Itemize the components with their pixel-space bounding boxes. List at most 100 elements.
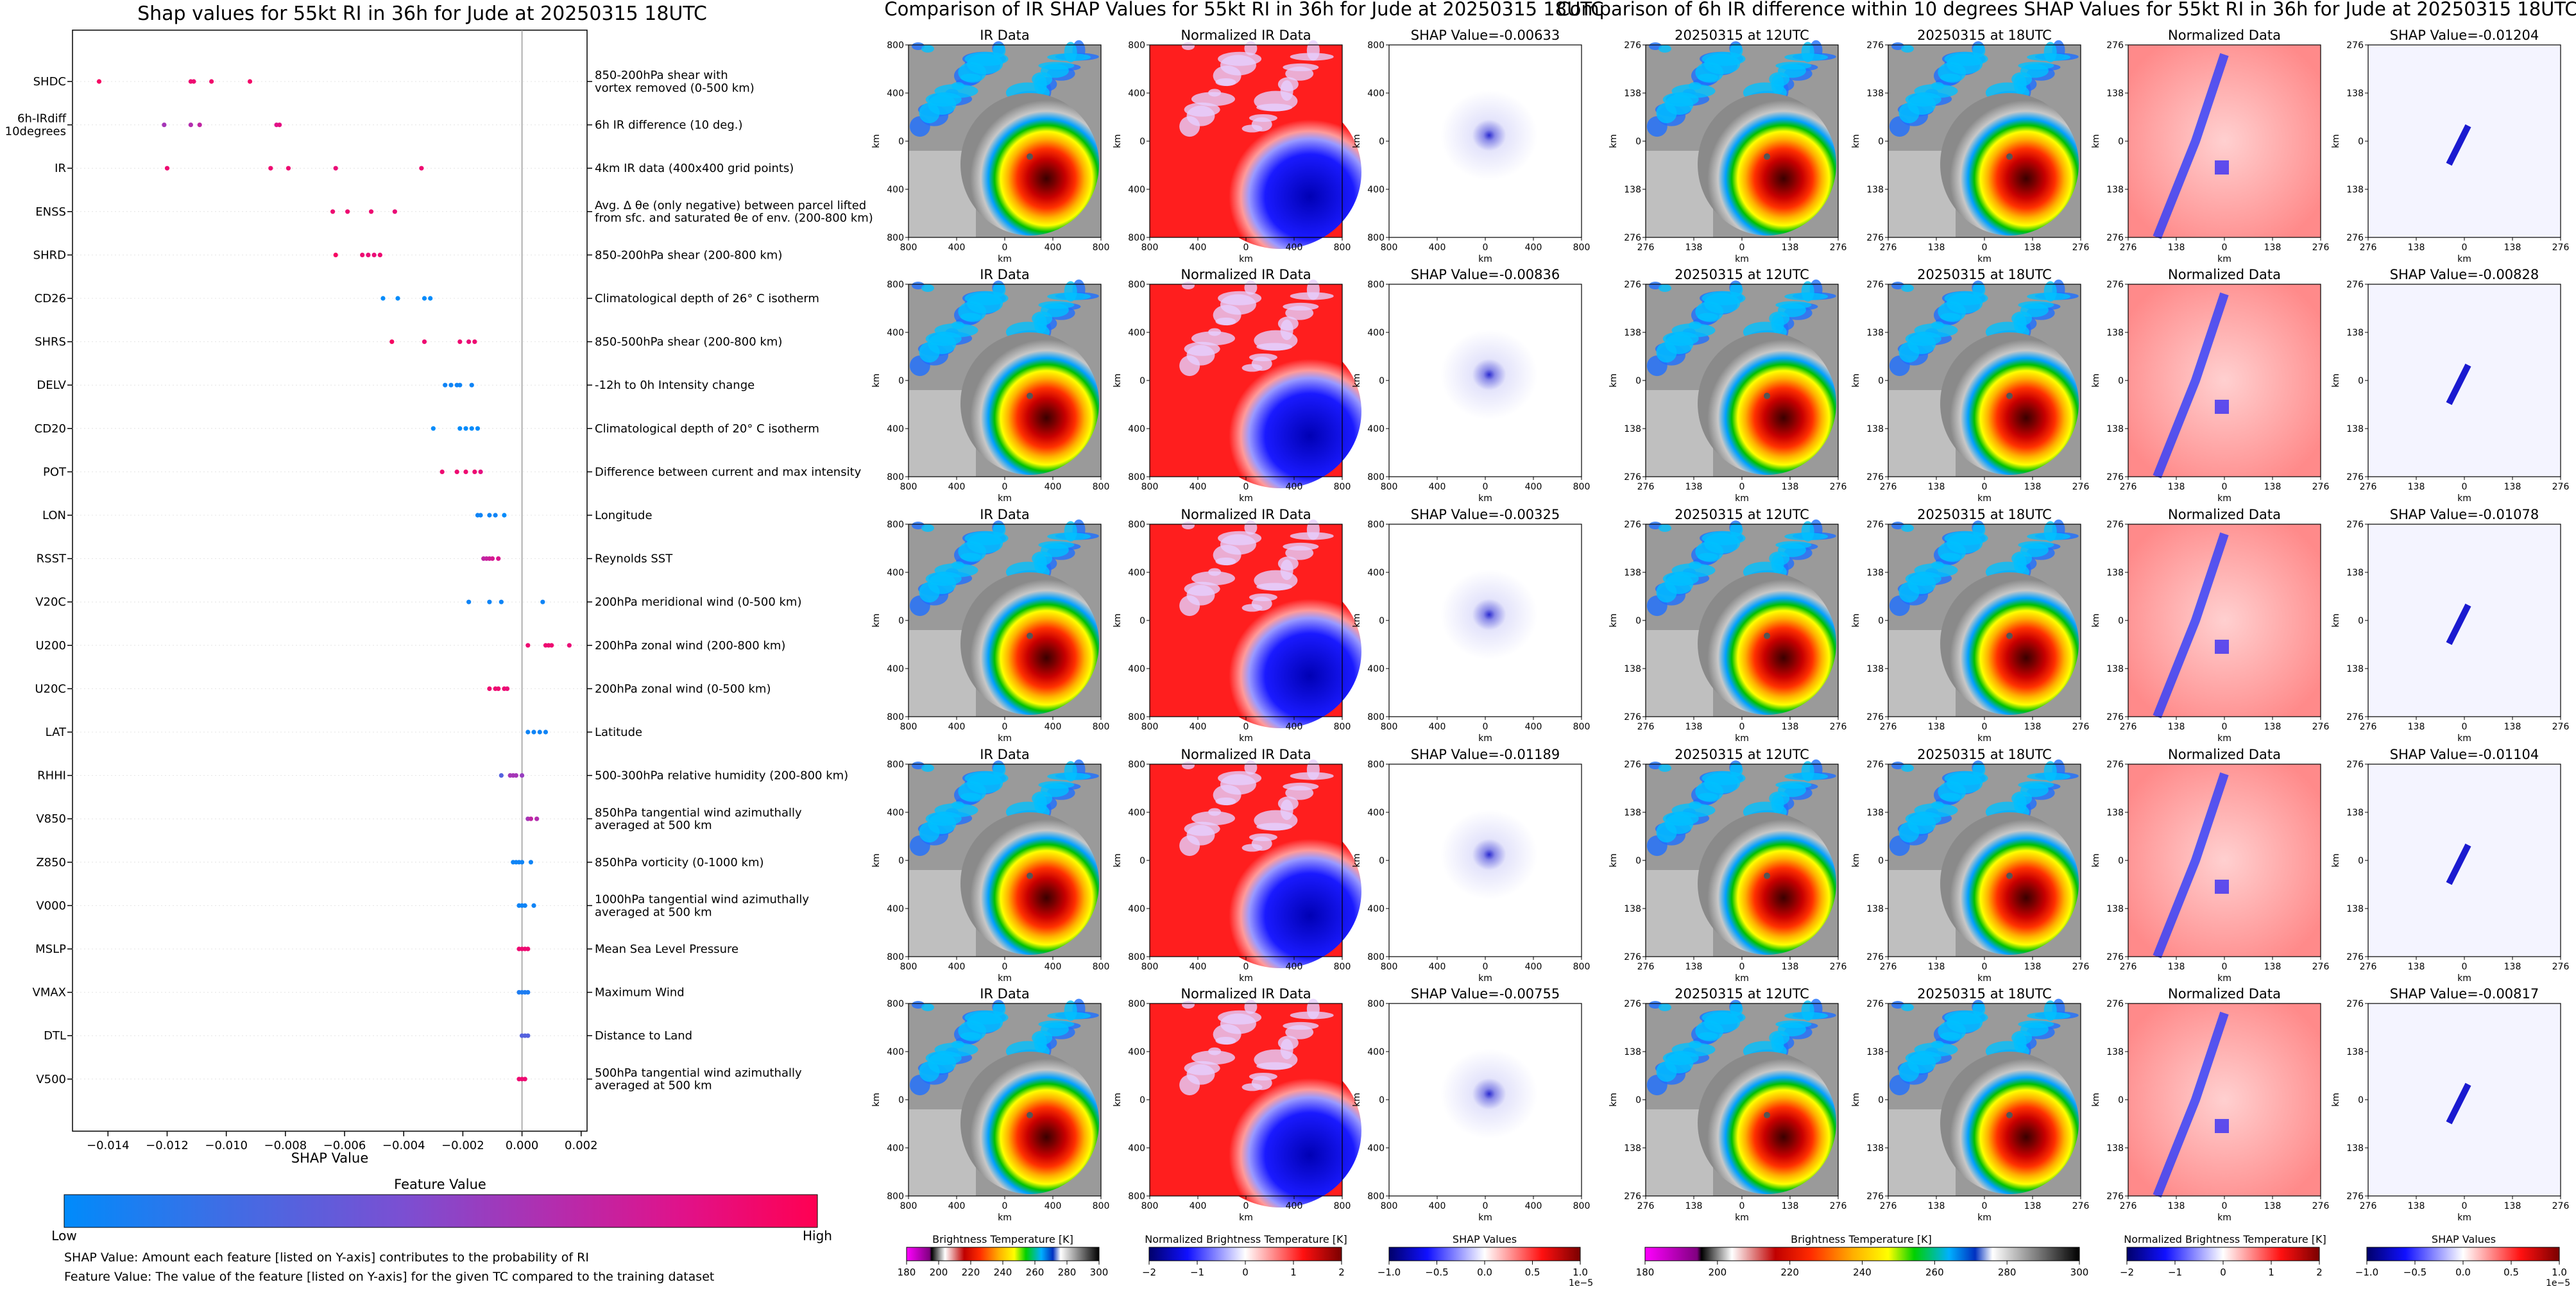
cloud-blob <box>1179 355 1200 377</box>
y-axis-unit: km <box>1851 613 1861 627</box>
y-axis-unit: km <box>1352 613 1362 627</box>
cloud-blob <box>1801 42 1814 63</box>
x-tick-label: 276 <box>2120 722 2137 732</box>
x-tick-label: 276 <box>1637 243 1655 253</box>
x-axis-unit: km <box>2217 1213 2231 1223</box>
cloud-blob <box>1689 561 1702 569</box>
norm-right-tick-label: 2 <box>2316 1267 2323 1278</box>
y-tick-label: 400 <box>1367 1047 1385 1057</box>
panel-title: Normalized IR Data <box>1181 507 1311 522</box>
x-tick-label: 400 <box>948 722 966 732</box>
cloud-blob <box>2018 1020 2054 1029</box>
storm-cloud <box>1698 93 1836 235</box>
panel-title: 20250315 at 18UTC <box>1917 747 2052 762</box>
shap-point <box>543 730 549 735</box>
y-tick-label: 276 <box>2346 712 2364 722</box>
x-tick-label: 138 <box>2504 482 2521 492</box>
panel-title: 20250315 at 18UTC <box>1917 986 2052 1002</box>
cloud-blob <box>1775 62 1812 70</box>
y-tick-label: 400 <box>1367 328 1385 338</box>
storm-eye <box>1764 393 1770 399</box>
x-axis-unit: km <box>1239 493 1253 504</box>
y-tick-label: 276 <box>1866 40 1884 51</box>
feature-description: 500-300hPa relative humidity (200-800 km… <box>595 769 848 783</box>
y-tick-label: 138 <box>2346 808 2364 818</box>
cloud-blob <box>1656 582 1677 603</box>
y-tick-label: 138 <box>2106 185 2124 195</box>
x-tick-label: 0 <box>2222 243 2228 253</box>
cloud-blob <box>1801 521 1814 542</box>
shap-point <box>525 730 531 735</box>
x-tick-label: 400 <box>948 243 966 253</box>
cloud-blob <box>1898 822 1920 843</box>
storm-eye <box>1764 153 1770 160</box>
cloud-blob <box>1898 342 1920 363</box>
storm-eye <box>1027 153 1033 160</box>
y-tick-label: 0 <box>1379 616 1385 626</box>
y-tick-label: 276 <box>2106 233 2124 243</box>
y-tick-label: 138 <box>1866 89 1884 99</box>
y-tick-label: 138 <box>2106 328 2124 338</box>
y-tick-label: 276 <box>1624 40 1641 51</box>
cloud-blob <box>1283 63 1319 71</box>
feature-description-line: 500hPa tangential wind azimuthally <box>595 1066 802 1080</box>
shap-point <box>522 1077 527 1082</box>
shap-point <box>504 686 510 691</box>
x-tick-label: 400 <box>1190 722 1207 732</box>
middle-title: Comparison of IR SHAP Values for 55kt RI… <box>884 0 1603 20</box>
cloud-blob <box>921 524 934 532</box>
shap-point <box>457 426 463 431</box>
y-tick-label: 800 <box>1367 1191 1385 1202</box>
shap-point <box>395 296 400 301</box>
cloud-blob <box>1905 812 1941 826</box>
y-axis-unit: km <box>1113 613 1123 627</box>
panel-title: 20250315 at 12UTC <box>1675 28 1809 43</box>
y-tick-label: 138 <box>2346 568 2364 578</box>
cloud-blob <box>1659 1003 1671 1011</box>
x-tick-label: 800 <box>1093 482 1110 492</box>
cloud-blob <box>1891 762 1904 769</box>
cloud-blob <box>1689 81 1702 90</box>
y-tick-label: 276 <box>2106 1191 2124 1202</box>
storm-eye <box>2006 633 2013 639</box>
cloud-blob <box>1241 604 1263 612</box>
shap-right-tick-label: 1.0 <box>2552 1267 2567 1278</box>
bt-cbar <box>906 1247 1100 1261</box>
cloud-blob <box>1283 782 1319 790</box>
shap-cbar <box>1388 1247 1581 1261</box>
shap-point <box>463 426 468 431</box>
shap-point <box>419 166 424 171</box>
cloud-blob <box>1695 1020 1724 1041</box>
left-plot-frame <box>72 30 588 1132</box>
y-axis-unit: km <box>1113 134 1123 148</box>
shap-tick-label: −1.0 <box>1378 1267 1401 1278</box>
y-tick-label: 800 <box>1128 520 1145 530</box>
x-tick-label: 0 <box>1982 722 1988 732</box>
y-axis-unit: km <box>1608 613 1619 627</box>
panel-title: SHAP Value=-0.00325 <box>1411 507 1560 522</box>
feature-description: 1000hPa tangential wind azimuthally avera… <box>595 893 809 919</box>
y-tick-label: 800 <box>1367 233 1385 243</box>
feature-description: 200hPa zonal wind (200-800 km) <box>595 639 785 653</box>
shapdiff-streak <box>2446 1082 2471 1125</box>
cloud-blob <box>1208 808 1222 816</box>
y-tick-label: 138 <box>1866 808 1884 818</box>
x-tick-label: 400 <box>1045 722 1062 732</box>
shapdiff-streak <box>2446 603 2471 645</box>
cloud-blob <box>925 332 962 346</box>
x-tick-label: 800 <box>900 482 917 492</box>
cloud-blob <box>1277 796 1299 811</box>
cloud-blob <box>1901 764 1914 772</box>
y-tick-label: 138 <box>1866 185 1884 195</box>
feature-description-line: Avg. Δ θe (only negative) between parcel… <box>595 199 866 212</box>
shap-point <box>534 816 540 821</box>
y-tick-label: 800 <box>1128 1191 1145 1202</box>
shap-point <box>499 773 504 778</box>
shap-point <box>525 1033 531 1038</box>
x-tick-label: 276 <box>2120 1201 2137 1211</box>
